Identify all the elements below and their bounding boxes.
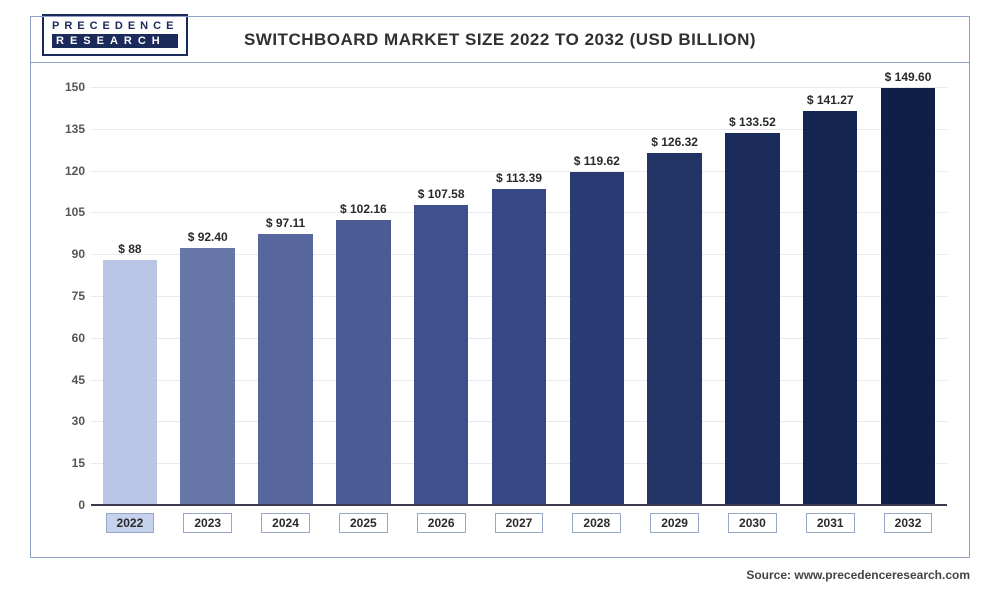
bar: $ 107.58 xyxy=(414,205,468,505)
y-tick-label: 120 xyxy=(65,164,85,178)
bar: $ 133.52 xyxy=(725,133,779,505)
y-tick-label: 150 xyxy=(65,80,85,94)
y-tick-label: 105 xyxy=(65,205,85,219)
x-tick: 2030 xyxy=(714,513,792,533)
x-tick-label: 2029 xyxy=(650,513,699,533)
bar-value-label: $ 126.32 xyxy=(651,135,698,149)
y-tick-label: 90 xyxy=(72,247,85,261)
y-tick-label: 30 xyxy=(72,414,85,428)
bar-value-label: $ 113.39 xyxy=(496,171,542,185)
bar-series: $ 88 $ 92.40 $ 97.11 $ 102.16 $ 107.58 $ 113.… xyxy=(91,87,947,505)
y-tick-label: 75 xyxy=(72,289,85,303)
y-tick-label: 135 xyxy=(65,122,85,136)
bar-value-label: $ 149.60 xyxy=(885,70,932,84)
x-tick-label: 2032 xyxy=(884,513,933,533)
chart-title-band: SWITCHBOARD MARKET SIZE 2022 TO 2032 (US… xyxy=(31,17,969,63)
x-tick: 2032 xyxy=(869,513,947,533)
bar-slot: $ 119.62 xyxy=(558,87,636,505)
bar-slot: $ 107.58 xyxy=(402,87,480,505)
bar: $ 102.16 xyxy=(336,220,390,505)
y-tick-label: 45 xyxy=(72,373,85,387)
x-tick: 2027 xyxy=(480,513,558,533)
bar: $ 141.27 xyxy=(803,111,857,505)
bar: $ 126.32 xyxy=(647,153,701,505)
x-tick: 2028 xyxy=(558,513,636,533)
x-tick-label: 2023 xyxy=(183,513,232,533)
bar-slot: $ 141.27 xyxy=(791,87,869,505)
x-tick-label: 2028 xyxy=(572,513,621,533)
bar-value-label: $ 102.16 xyxy=(340,202,387,216)
bar: $ 92.40 xyxy=(180,248,234,505)
x-tick-label: 2024 xyxy=(261,513,310,533)
x-tick-label: 2025 xyxy=(339,513,388,533)
y-tick-label: 60 xyxy=(72,331,85,345)
x-tick: 2025 xyxy=(324,513,402,533)
plot-area: 0153045607590105120135150 $ 88$ 92.40$ 9… xyxy=(91,87,947,505)
source-attribution: Source: www.precedenceresearch.com xyxy=(746,568,970,582)
x-tick-label: 2027 xyxy=(495,513,544,533)
x-axis: 2022 2023 2024 2025 2026 2027 2028 2029 2030 2031… xyxy=(91,513,947,533)
bar-value-label: $ 97.11 xyxy=(266,216,305,230)
bar-value-label: $ 141.27 xyxy=(807,93,854,107)
x-tick: 2031 xyxy=(791,513,869,533)
chart-title: SWITCHBOARD MARKET SIZE 2022 TO 2032 (US… xyxy=(244,30,756,50)
chart-frame: SWITCHBOARD MARKET SIZE 2022 TO 2032 (US… xyxy=(30,16,970,558)
x-tick: 2024 xyxy=(247,513,325,533)
x-tick-label: 2031 xyxy=(806,513,855,533)
x-tick-label: 2022 xyxy=(106,513,155,533)
y-tick-label: 15 xyxy=(72,456,85,470)
bar: $ 88 xyxy=(103,260,157,505)
x-tick: 2022 xyxy=(91,513,169,533)
x-tick-label: 2026 xyxy=(417,513,466,533)
x-tick: 2023 xyxy=(169,513,247,533)
y-tick-label: 0 xyxy=(78,498,85,512)
bar-value-label: $ 88 xyxy=(118,242,141,256)
bar-slot: $ 97.11 xyxy=(247,87,325,505)
bar-slot: $ 133.52 xyxy=(714,87,792,505)
x-tick: 2026 xyxy=(402,513,480,533)
bar-slot: $ 88 xyxy=(91,87,169,505)
bar-value-label: $ 119.62 xyxy=(574,154,620,168)
bar-slot: $ 113.39 xyxy=(480,87,558,505)
x-axis-line xyxy=(91,504,947,506)
bar-slot: $ 149.60 xyxy=(869,87,947,505)
bar: $ 119.62 xyxy=(570,172,624,505)
bar: $ 149.60 xyxy=(881,88,935,505)
bar-value-label: $ 107.58 xyxy=(418,187,465,201)
bar-value-label: $ 133.52 xyxy=(729,115,776,129)
bar-slot: $ 92.40 xyxy=(169,87,247,505)
bar-slot: $ 126.32 xyxy=(636,87,714,505)
bar: $ 113.39 xyxy=(492,189,546,505)
x-tick: 2029 xyxy=(636,513,714,533)
bar-slot: $ 102.16 xyxy=(324,87,402,505)
bar: $ 97.11 xyxy=(258,234,312,505)
x-tick-label: 2030 xyxy=(728,513,777,533)
bar-value-label: $ 92.40 xyxy=(188,230,228,244)
